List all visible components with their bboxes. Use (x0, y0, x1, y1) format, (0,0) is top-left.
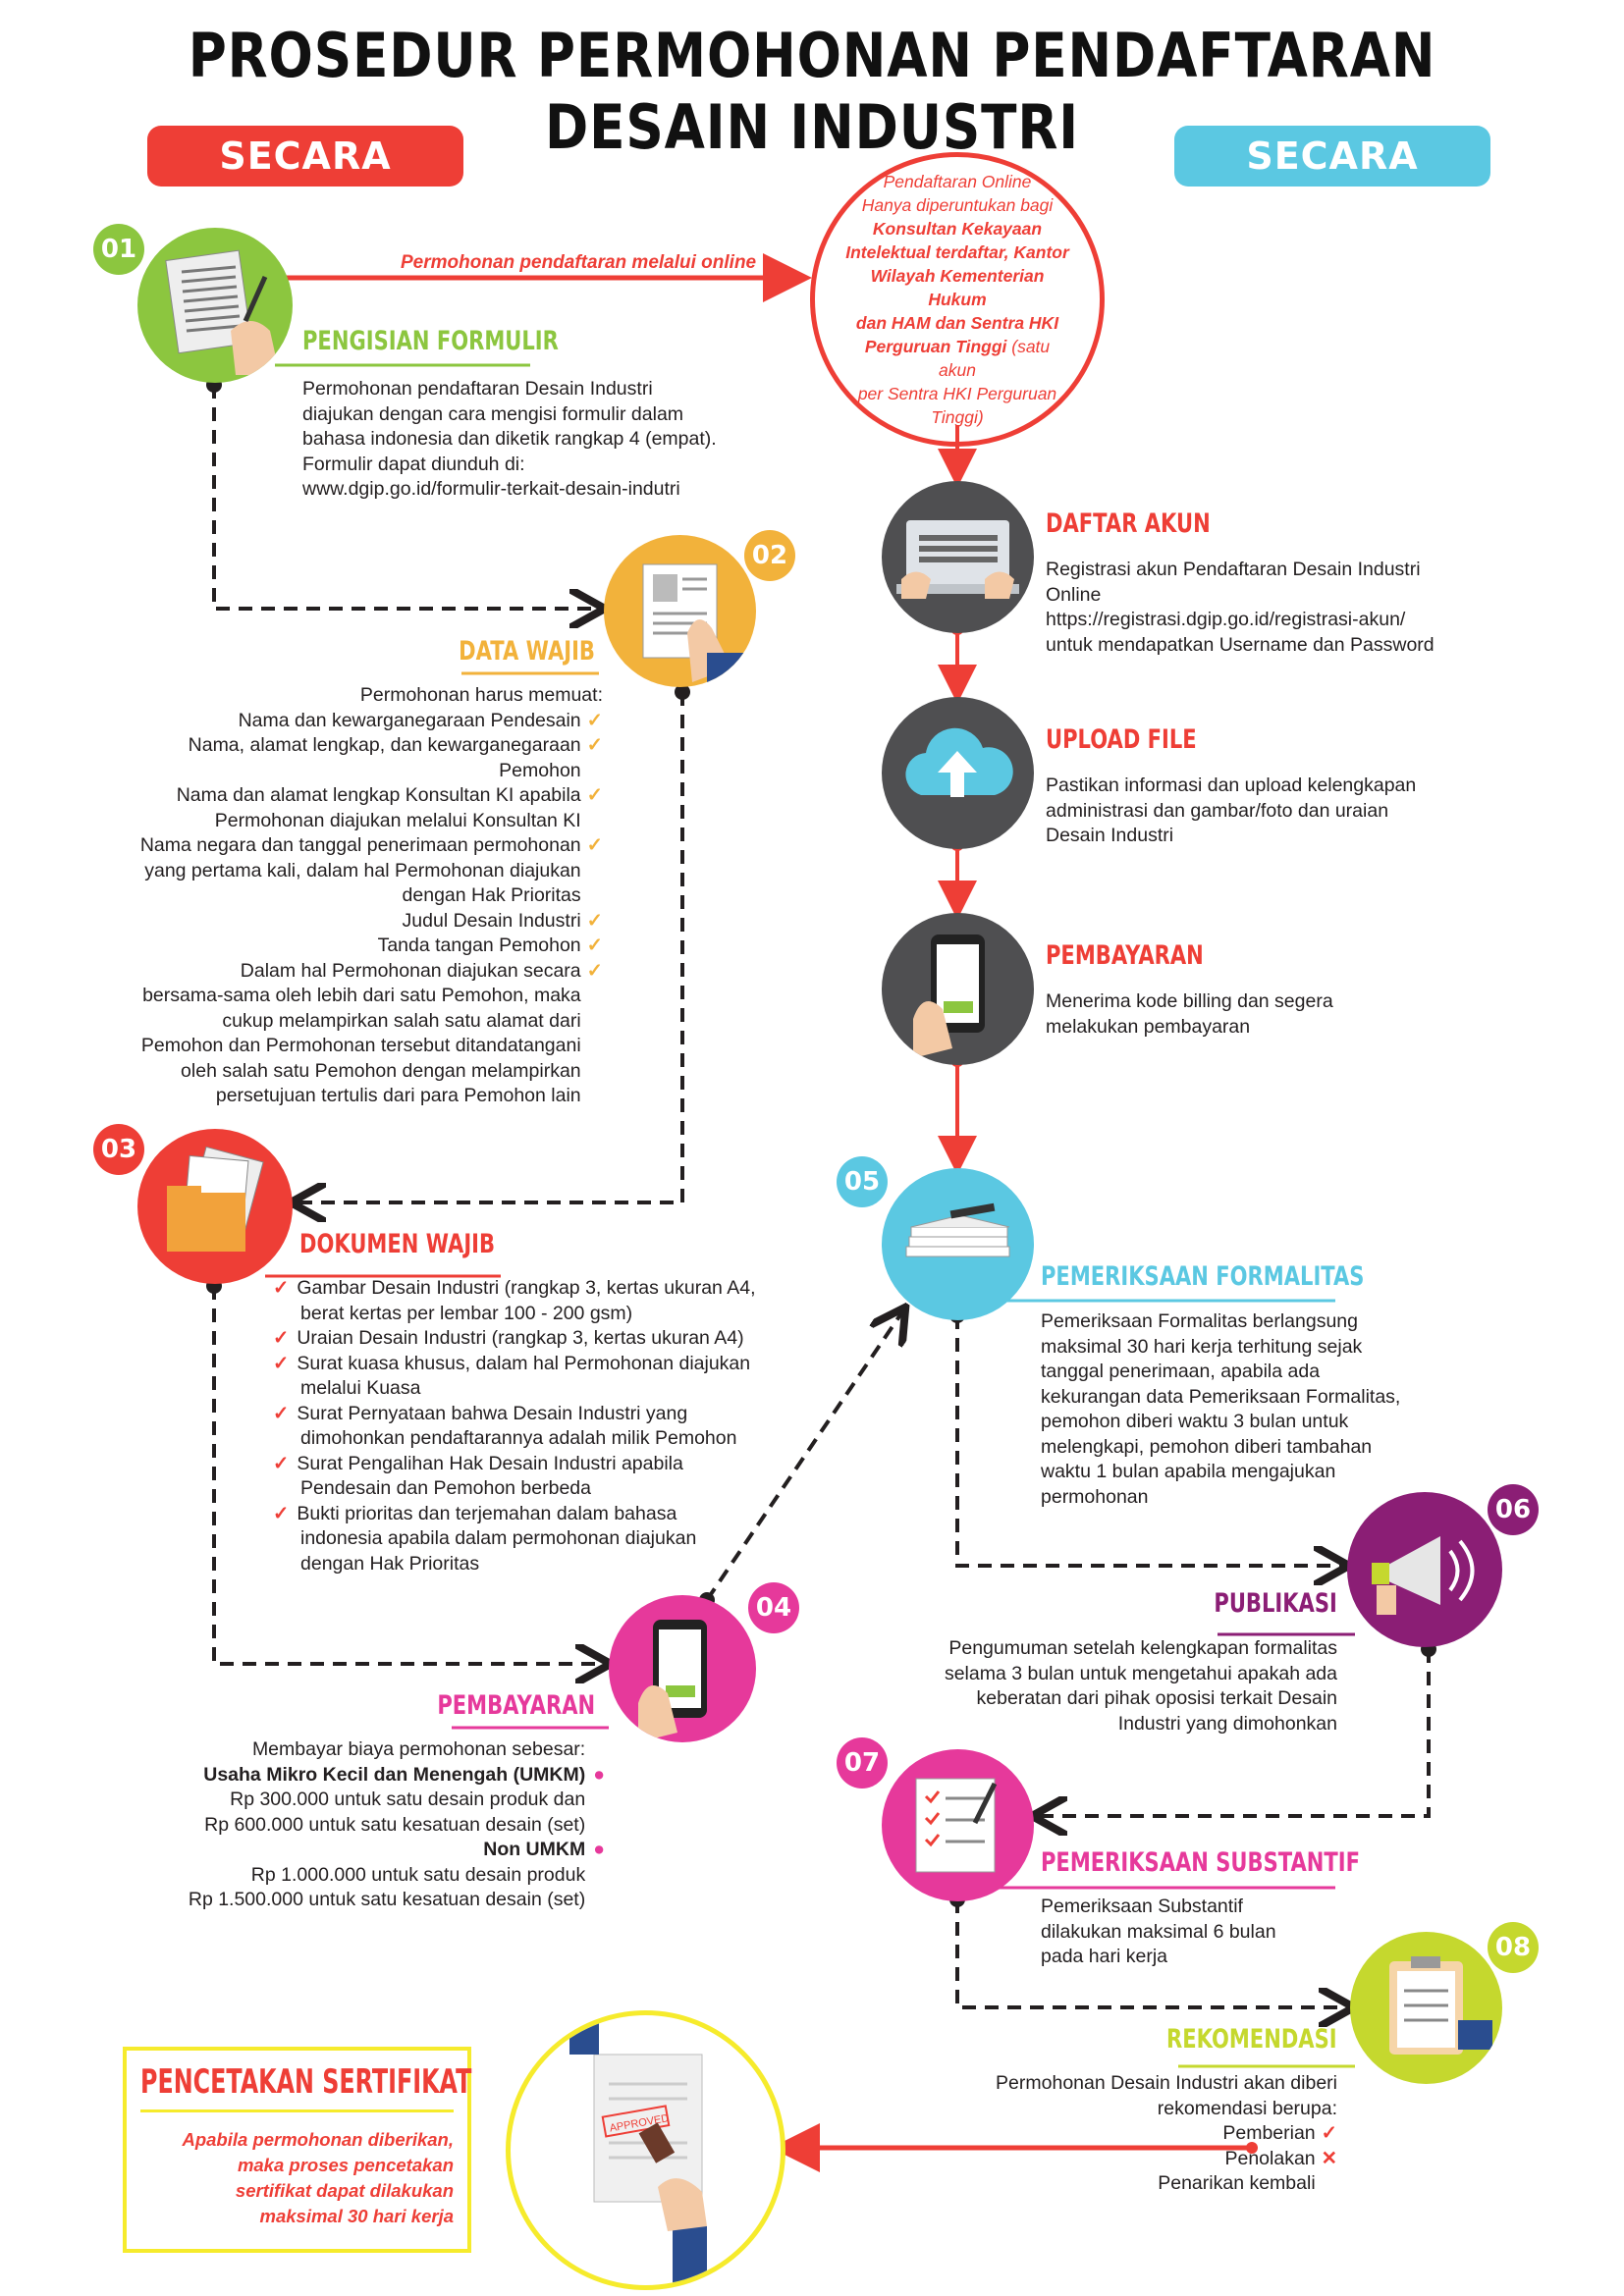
online-payment-text: Menerima kode billing dan segera melakuk… (1046, 990, 1333, 1038)
step-07-badge: 07 (837, 1737, 888, 1789)
id-card-icon (642, 563, 746, 687)
step-06-text: Pengumuman setelah kelengkapan formalita… (944, 1637, 1337, 1735)
online-arrow-label: Permohonan pendaftaran melalui online (401, 252, 757, 273)
online-payment-illustration (882, 913, 1034, 1065)
data-illustration (604, 535, 756, 687)
step-06-badge: 06 (1488, 1484, 1539, 1535)
register-illustration (882, 481, 1034, 633)
step-04-badge: 04 (748, 1582, 799, 1633)
step-07-text: Pemeriksaan Substantif dilakukan maksima… (1041, 1896, 1276, 1967)
form-filling-illustration (137, 228, 293, 383)
form-document-icon (165, 249, 280, 375)
recommendation-illustration (1350, 1932, 1502, 2084)
megaphone-icon (1372, 1536, 1475, 1615)
payment-illustration (609, 1595, 756, 1742)
step-02-text: Permohonan harus memuat: Nama dan kewarg… (139, 684, 603, 1106)
certificate-box: PENCETAKAN SERTIFIKAT Apabila permohonan… (123, 2047, 471, 2253)
upload-heading: UPLOAD FILE (1046, 724, 1197, 755)
paper-stack-icon (905, 1202, 1010, 1257)
page-title: PROSEDUR PERMOHONAN PENDAFTARAN DESAIN I… (188, 20, 1436, 163)
stamp-certificate-icon: APPROVED (569, 2015, 707, 2285)
upload-illustration (882, 697, 1034, 849)
laptop-icon (896, 520, 1019, 599)
step-08-text: Permohonan Desain Industri akan diberi r… (996, 2072, 1337, 2194)
register-text: Registrasi akun Pendaftaran Desain Indus… (1046, 559, 1435, 656)
manual-label: SECARA MANUAL (147, 126, 463, 239)
phone-payment-icon (638, 1620, 707, 1742)
documents-illustration (137, 1129, 293, 1284)
upload-text: Pastikan informasi dan upload kelengkapa… (1046, 774, 1417, 846)
step-06-heading: PUBLIKASI (1214, 1588, 1337, 1619)
step-03-badge: 03 (93, 1124, 144, 1175)
step-02-heading: DATA WAJIB (459, 636, 595, 667)
online-note: Pendaftaran Online Hanya diperuntukan ba… (810, 152, 1105, 447)
cloud-upload-icon (905, 727, 1013, 797)
formality-illustration (882, 1168, 1034, 1320)
publication-illustration (1347, 1492, 1502, 1647)
clipboard-icon (1389, 1956, 1492, 2055)
certificate-heading: PENCETAKAN SERTIFIKAT (140, 2062, 472, 2102)
step-08-badge: 08 (1488, 1922, 1539, 1973)
folder-icon (167, 1146, 264, 1252)
step-08-heading: REKOMENDASI (1166, 2024, 1337, 2055)
step-04-text: Membayar biaya permohonan sebesar:● Usah… (188, 1738, 605, 1910)
step-04-heading: PEMBAYARAN (437, 1690, 595, 1721)
step-01-heading: PENGISIAN FORMULIR (302, 326, 559, 356)
online-payment-heading: PEMBAYARAN (1046, 940, 1204, 971)
step-01-text: Permohonan pendaftaran Desain Industri d… (302, 378, 717, 500)
step-03-heading: DOKUMEN WAJIB (299, 1229, 496, 1259)
phone-billing-icon (913, 934, 985, 1058)
step-05-heading: PEMERIKSAAN FORMALITAS (1041, 1261, 1365, 1292)
step-05-badge: 05 (837, 1156, 888, 1207)
certificate-illustration: APPROVED (506, 2010, 785, 2290)
checklist-icon (915, 1778, 998, 1873)
certificate-text: Apabila permohonan diberikan, maka prose… (182, 2129, 454, 2226)
register-heading: DAFTAR AKUN (1046, 508, 1211, 539)
step-01-badge: 01 (93, 224, 144, 275)
step-07-heading: PEMERIKSAAN SUBSTANTIF (1041, 1847, 1360, 1878)
step-02-badge: 02 (744, 530, 795, 581)
step-03-text: ✓ Gambar Desain Industri (rangkap 3, kert… (273, 1277, 756, 1575)
step-05-text: Pemeriksaan Formalitas berlangsung maksi… (1041, 1310, 1401, 1508)
online-label: SECARA ONLINE (1174, 126, 1490, 239)
substantive-illustration (882, 1749, 1034, 1901)
